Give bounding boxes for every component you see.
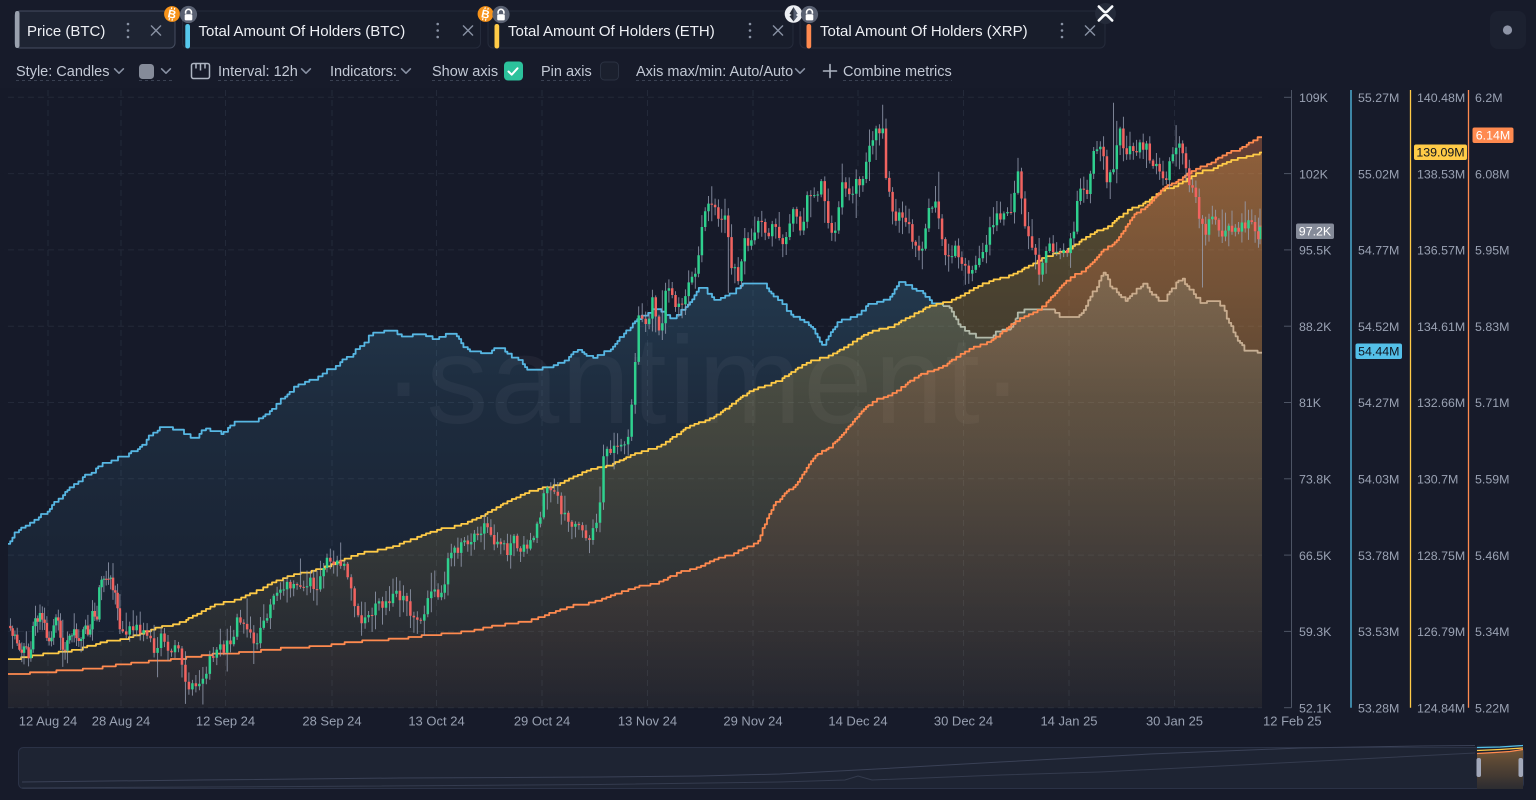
svg-text:30 Jan 25: 30 Jan 25	[1146, 714, 1203, 729]
svg-text:138.53M: 138.53M	[1417, 167, 1465, 181]
svg-text:126.79M: 126.79M	[1417, 625, 1465, 639]
svg-text:130.7M: 130.7M	[1417, 473, 1458, 487]
svg-text:97.2K: 97.2K	[1299, 225, 1332, 239]
svg-text:28 Sep 24: 28 Sep 24	[302, 714, 361, 729]
svg-text:Price (BTC): Price (BTC)	[27, 23, 105, 40]
svg-text:Total Amount Of Holders (BTC): Total Amount Of Holders (BTC)	[199, 23, 406, 40]
svg-text:66.5K: 66.5K	[1299, 549, 1332, 563]
svg-text:5.34M: 5.34M	[1475, 625, 1509, 639]
svg-text:30 Dec 24: 30 Dec 24	[934, 714, 993, 729]
svg-text:5.22M: 5.22M	[1475, 701, 1509, 715]
svg-text:53.53M: 53.53M	[1358, 625, 1399, 639]
svg-text:5.71M: 5.71M	[1475, 396, 1509, 410]
svg-text:14 Dec 24: 14 Dec 24	[828, 714, 887, 729]
svg-text:53.78M: 53.78M	[1358, 549, 1399, 563]
svg-text:140.48M: 140.48M	[1417, 91, 1465, 105]
svg-text:59.3K: 59.3K	[1299, 625, 1332, 639]
svg-text:134.61M: 134.61M	[1417, 320, 1465, 334]
svg-text:5.59M: 5.59M	[1475, 473, 1509, 487]
svg-text:14 Jan 25: 14 Jan 25	[1040, 714, 1097, 729]
svg-text:Total Amount Of Holders (XRP): Total Amount Of Holders (XRP)	[820, 23, 1028, 40]
svg-text:Indicators:: Indicators:	[330, 64, 397, 80]
svg-text:12 Sep 24: 12 Sep 24	[196, 714, 255, 729]
svg-text:6.14M: 6.14M	[1476, 129, 1510, 143]
svg-text:5.83M: 5.83M	[1475, 320, 1509, 334]
svg-text:132.66M: 132.66M	[1417, 396, 1465, 410]
svg-text:88.2K: 88.2K	[1299, 320, 1332, 334]
svg-text:102K: 102K	[1299, 167, 1329, 181]
svg-text:55.27M: 55.27M	[1358, 91, 1399, 105]
svg-text:54.27M: 54.27M	[1358, 396, 1399, 410]
svg-text:Axis max/min: Auto/Auto: Axis max/min: Auto/Auto	[636, 64, 793, 80]
svg-text:139.09M: 139.09M	[1416, 146, 1464, 160]
svg-text:Total Amount Of Holders (ETH): Total Amount Of Holders (ETH)	[508, 23, 715, 40]
svg-text:28 Aug 24: 28 Aug 24	[92, 714, 151, 729]
svg-text:54.77M: 54.77M	[1358, 244, 1399, 258]
svg-text:55.02M: 55.02M	[1358, 167, 1399, 181]
svg-text:B: B	[480, 8, 491, 21]
svg-text:124.84M: 124.84M	[1417, 701, 1465, 715]
svg-text:13 Nov 24: 13 Nov 24	[618, 714, 677, 729]
svg-text:Show axis: Show axis	[432, 64, 498, 80]
svg-text:95.5K: 95.5K	[1299, 244, 1332, 258]
svg-text:Interval: 12h: Interval: 12h	[218, 64, 298, 80]
svg-text:81K: 81K	[1299, 396, 1322, 410]
svg-text:52.1K: 52.1K	[1299, 701, 1332, 715]
svg-text:5.46M: 5.46M	[1475, 549, 1509, 563]
svg-text:6.08M: 6.08M	[1475, 167, 1509, 181]
svg-text:73.8K: 73.8K	[1299, 473, 1332, 487]
svg-text:29 Nov 24: 29 Nov 24	[723, 714, 782, 729]
svg-text:128.75M: 128.75M	[1417, 549, 1465, 563]
svg-text:54.52M: 54.52M	[1358, 320, 1399, 334]
svg-text:54.03M: 54.03M	[1358, 473, 1399, 487]
svg-text:B: B	[166, 8, 177, 21]
svg-text:54.44M: 54.44M	[1358, 345, 1399, 359]
svg-text:136.57M: 136.57M	[1417, 244, 1465, 258]
svg-text:13 Oct 24: 13 Oct 24	[408, 714, 464, 729]
svg-text:6.2M: 6.2M	[1475, 91, 1503, 105]
svg-text:Pin axis: Pin axis	[541, 64, 592, 80]
svg-text:5.95M: 5.95M	[1475, 244, 1509, 258]
svg-text:109K: 109K	[1299, 91, 1329, 105]
svg-text:29 Oct 24: 29 Oct 24	[514, 714, 570, 729]
svg-text:53.28M: 53.28M	[1358, 701, 1399, 715]
svg-text:Style: Candles: Style: Candles	[16, 64, 110, 80]
svg-text:12 Aug 24: 12 Aug 24	[19, 714, 78, 729]
svg-text:12 Feb 25: 12 Feb 25	[1263, 714, 1322, 729]
svg-text:Combine metrics: Combine metrics	[843, 64, 952, 80]
